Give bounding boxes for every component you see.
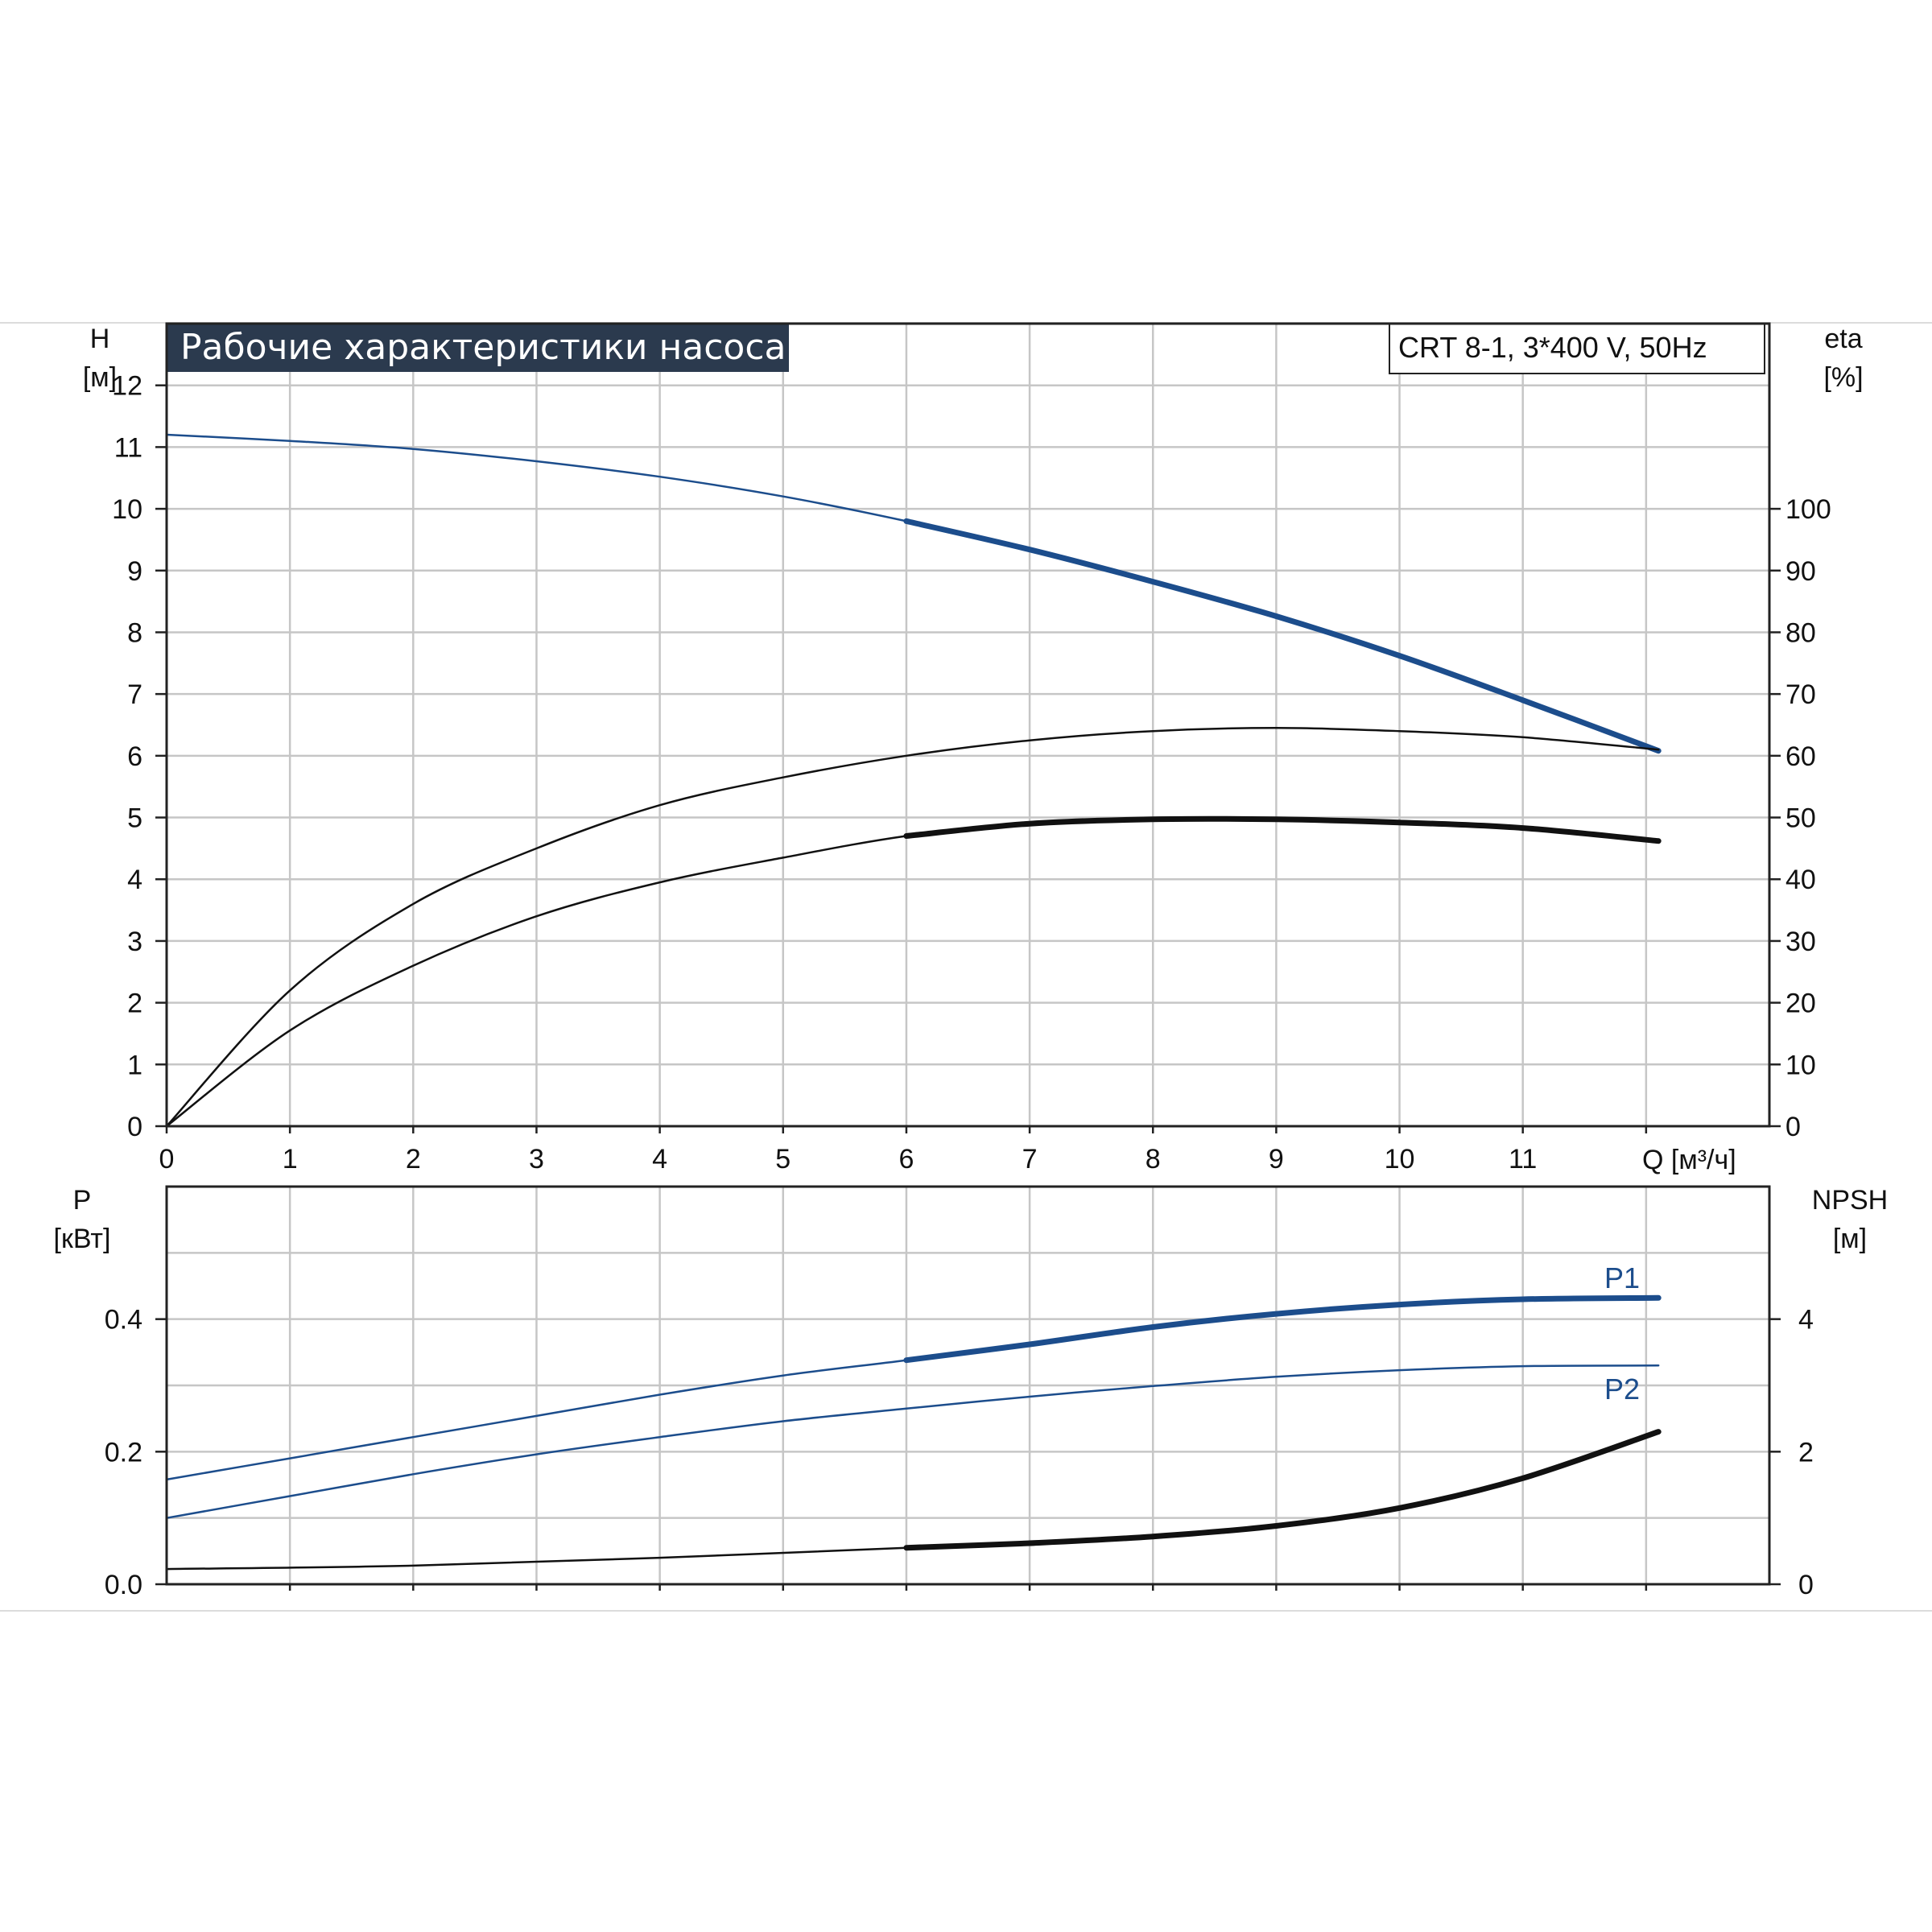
eta-tick-label: 10 (1785, 1050, 1816, 1080)
x-tick-label: 3 (529, 1144, 544, 1174)
x-tick-label: 11 (1509, 1144, 1537, 1174)
h-tick-label: 6 (127, 741, 142, 772)
p2-curve-label: P2 (1604, 1373, 1640, 1406)
x-tick-label: 4 (652, 1144, 667, 1174)
x-tick-label: 6 (898, 1144, 914, 1174)
p2-curve (165, 1364, 1660, 1519)
npsh-tick-label: 0 (1798, 1570, 1814, 1600)
h-tick-label: 4 (127, 865, 142, 895)
eta-lower-curve (165, 817, 1660, 1128)
x-tick-label: 8 (1146, 1144, 1161, 1174)
p-axis-label: P (73, 1185, 92, 1216)
head-curve (165, 433, 1660, 752)
p-axis-unit: [кВт] (54, 1224, 111, 1254)
top-plot-frame (165, 322, 1771, 1128)
eta-tick-label: 20 (1785, 989, 1816, 1019)
p-tick-label: 0.4 (105, 1305, 142, 1335)
npsh-tick-label: 4 (1798, 1305, 1814, 1335)
h-tick-label: 7 (127, 679, 142, 710)
npsh-axis-unit: [м] (1833, 1224, 1867, 1254)
h-tick-label: 2 (127, 989, 142, 1019)
top-curves (165, 433, 1662, 1128)
eta-tick-label: 70 (1785, 679, 1816, 710)
model-box (1389, 323, 1765, 374)
h-axis-unit: [м] (83, 362, 117, 393)
x-tick-label: 2 (406, 1144, 421, 1174)
eta-tick-label: 50 (1785, 803, 1816, 834)
chart-title-box (167, 324, 789, 372)
eta-axis-label: eta (1824, 324, 1862, 354)
eta-tick-label: 80 (1785, 617, 1816, 648)
bottom-curves (165, 1294, 1662, 1571)
chart-title: Рабочие характеристики насоса (180, 327, 786, 368)
h-tick-label: 0 (127, 1112, 142, 1142)
p-tick-label: 0.2 (105, 1437, 142, 1468)
x-tick-label: 1 (283, 1144, 298, 1174)
eta-tick-label: 40 (1785, 865, 1816, 895)
top-gridlines (167, 322, 1769, 1126)
h-tick-label: 3 (127, 927, 142, 957)
p1-duty-range (903, 1294, 1662, 1364)
eta-tick-label: 60 (1785, 741, 1816, 772)
eta-lower-duty-range (903, 815, 1662, 844)
bottom-plot-frame (165, 1185, 1771, 1586)
model-label: CRT 8-1, 3*400 V, 50Hz (1398, 331, 1707, 364)
eta-tick-label: 30 (1785, 927, 1816, 957)
h-tick-label: 10 (112, 494, 142, 525)
npsh-axis-label: NPSH (1812, 1185, 1888, 1216)
npsh-tick-label: 2 (1798, 1437, 1814, 1468)
x-tick-label: 5 (775, 1144, 791, 1174)
q-axis-label: Q [м³/ч] (1642, 1145, 1736, 1175)
npsh-duty-range (903, 1429, 1662, 1551)
x-tick-label: 0 (159, 1144, 175, 1174)
eta-axis-unit: [%] (1823, 362, 1863, 393)
h-tick-label: 11 (114, 432, 142, 463)
h-axis-label: H (90, 324, 110, 354)
eta-upper-curve (165, 727, 1660, 1128)
top-axis-ticks: 0 1 2 3 4 5 6 7 8 9 10 1101234567891011120102030405… (112, 371, 1831, 1174)
x-tick-label: 10 (1385, 1144, 1415, 1174)
p1-curve-label: P1 (1604, 1261, 1640, 1294)
h-tick-label: 1 (127, 1050, 142, 1080)
h-tick-label: 5 (127, 803, 142, 834)
h-tick-label: 9 (127, 556, 142, 587)
h-tick-label: 12 (112, 371, 142, 402)
eta-tick-label: 0 (1785, 1112, 1801, 1142)
eta-tick-label: 100 (1785, 494, 1831, 525)
bottom-gridlines (167, 1187, 1769, 1584)
x-tick-label: 9 (1269, 1144, 1284, 1174)
bottom-axis-ticks: 0.0 0.2 0.4 0 2 4 (105, 1305, 1814, 1600)
h-tick-label: 8 (127, 617, 142, 648)
p-tick-label: 0.0 (105, 1570, 142, 1600)
eta-tick-label: 90 (1785, 556, 1816, 587)
x-tick-label: 7 (1022, 1144, 1038, 1174)
head-duty-range (903, 518, 1662, 754)
